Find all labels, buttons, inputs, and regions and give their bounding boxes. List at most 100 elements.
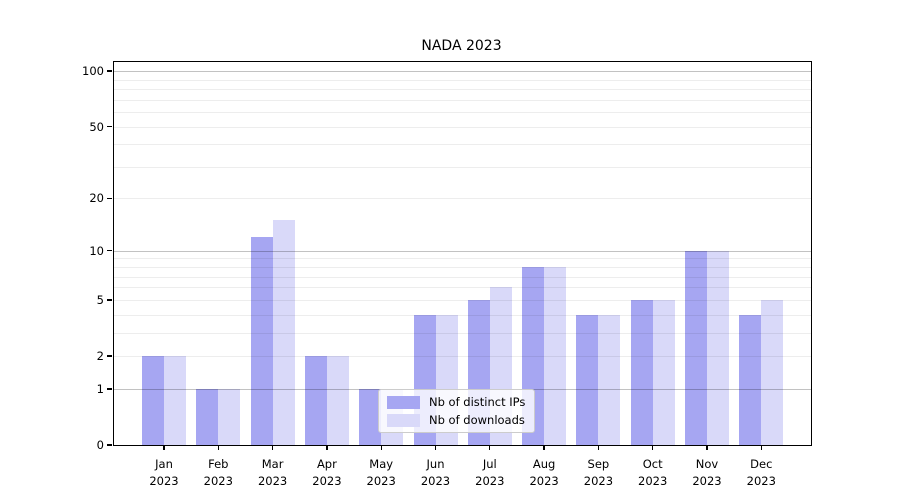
bar-distinct-ips	[304, 356, 327, 445]
x-tick-mark	[434, 445, 437, 450]
y-tick-label: 5	[96, 292, 104, 307]
y-tick-mark	[107, 250, 112, 252]
y-tick-label: 10	[89, 243, 104, 258]
minor-gridline	[114, 299, 811, 301]
x-tick-label: Sep 2023	[568, 456, 628, 489]
plot-area: 0 1 2 5 10 20 50 100 Jan 2023 Feb 2023 Mar 2023 Apr 202…	[82, 61, 812, 488]
minor-gridline	[114, 99, 811, 101]
x-tick-label: Jun 2023	[406, 456, 466, 489]
bar-distinct-ips	[685, 250, 707, 445]
y-tick-label: 20	[89, 191, 104, 206]
x-tick-label-line: Jul	[482, 457, 497, 471]
x-tick-label-line: 2023	[692, 473, 722, 488]
x-tick-label-line: Sep	[587, 457, 610, 471]
x-tick-label-line: Oct	[642, 457, 663, 471]
y-tick-label: 50	[89, 119, 104, 134]
x-tick-label: Jul 2023	[460, 456, 520, 489]
x-tick-label-line: 2023	[257, 473, 288, 488]
y-tick-mark	[107, 299, 112, 301]
x-tick-label-line: 2023	[149, 473, 179, 488]
legend-swatch	[387, 413, 420, 427]
x-tick-label: May 2023	[351, 456, 411, 489]
y-tick-label: 1	[96, 381, 104, 396]
minor-gridline	[114, 89, 811, 91]
x-tick-label-line: 2023	[420, 473, 451, 488]
x-tick-label-line: Jun	[426, 457, 445, 471]
x-tick-label-line: Nov	[695, 457, 719, 471]
y-tick-label: 0	[96, 438, 104, 452]
minor-gridline	[114, 356, 811, 357]
x-tick-label: Dec 2023	[731, 456, 791, 489]
x-tick-label-line: Jan	[155, 457, 173, 471]
chart-title: NADA 2023	[421, 38, 502, 54]
bar-downloads	[164, 356, 186, 445]
x-tick-mark	[543, 445, 545, 450]
minor-gridline	[114, 332, 811, 334]
y-tick-label: 100	[82, 64, 104, 79]
bar-distinct-ips	[196, 388, 219, 445]
x-tick-label-line: Mar	[261, 457, 284, 471]
minor-gridline	[114, 166, 811, 168]
bar-distinct-ips	[142, 356, 164, 445]
x-tick-mark	[760, 445, 762, 450]
bar-downloads	[598, 314, 621, 445]
minor-gridline	[114, 112, 811, 114]
x-tick-label: Apr 2023	[297, 456, 357, 489]
x-tick-mark	[706, 445, 708, 450]
x-tick-label-line: May	[369, 457, 394, 471]
bar-downloads	[326, 356, 349, 445]
major-gridline	[114, 250, 811, 252]
y-tick-mark	[107, 355, 112, 357]
x-tick-label-line: Apr	[316, 457, 337, 471]
y-tick-mark	[107, 444, 112, 446]
legend-swatch	[387, 395, 420, 409]
legend-item: Nb of distinct IPs	[387, 395, 525, 409]
major-gridline	[114, 71, 811, 73]
bar-downloads	[544, 267, 567, 445]
x-tick-mark	[163, 445, 165, 450]
x-tick-label-line: Feb	[208, 457, 229, 471]
x-tick-label-line: 2023	[475, 473, 505, 488]
legend-item: Nb of downloads	[387, 413, 525, 427]
x-tick-label-line: Aug	[532, 457, 556, 471]
x-tick-label-line: 2023	[529, 473, 559, 488]
minor-gridline	[114, 79, 811, 81]
x-tick-mark	[380, 445, 382, 450]
x-tick-label: Aug 2023	[514, 456, 574, 489]
legend-label: Nb of distinct IPs	[429, 395, 526, 409]
x-tick-label-line: 2023	[203, 473, 233, 488]
minor-gridline	[114, 314, 811, 316]
minor-gridline	[114, 198, 811, 200]
bar-downloads	[707, 250, 729, 445]
bar-distinct-ips	[576, 314, 599, 445]
bar-distinct-ips	[630, 299, 653, 445]
x-tick-label: Oct 2023	[623, 456, 683, 489]
bar-downloads	[218, 388, 241, 445]
x-tick-label: Feb 2023	[188, 456, 248, 489]
bar-distinct-ips	[250, 237, 273, 445]
minor-gridline	[114, 287, 811, 289]
bar-distinct-ips	[359, 388, 382, 445]
bar-distinct-ips	[739, 314, 762, 445]
y-tick-mark	[107, 197, 112, 200]
x-tick-label: Jan 2023	[134, 456, 194, 489]
y-tick-label: 2	[96, 349, 104, 363]
x-tick-label-line: 2023	[583, 473, 614, 488]
x-tick-label-line: 2023	[366, 473, 396, 488]
minor-gridline	[114, 258, 811, 260]
minor-gridline	[114, 276, 811, 278]
bar-downloads	[761, 299, 784, 445]
bar-downloads	[652, 299, 675, 445]
x-tick-mark	[597, 445, 600, 450]
minor-gridline	[114, 144, 811, 146]
x-tick-label-line: Dec	[750, 457, 773, 471]
x-tick-mark	[217, 445, 219, 450]
x-tick-label-line: 2023	[638, 473, 668, 488]
x-tick-label: Mar 2023	[243, 456, 303, 489]
x-tick-mark	[271, 445, 274, 450]
x-tick-label: Nov 2023	[677, 456, 737, 489]
x-tick-mark	[489, 445, 491, 450]
legend: Nb of distinct IPs Nb of downloads	[378, 389, 536, 433]
x-tick-label-line: 2023	[312, 473, 342, 488]
